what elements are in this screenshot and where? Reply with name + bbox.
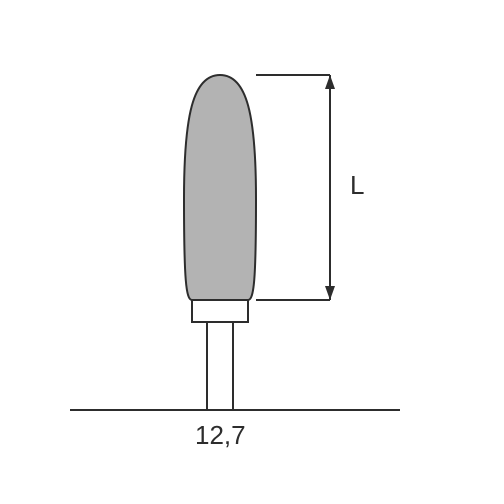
technical-drawing: L 12,7 bbox=[0, 0, 504, 504]
shank bbox=[207, 322, 233, 410]
dimension-label-length: L bbox=[350, 170, 364, 201]
dimension-label-shank-diameter: 12,7 bbox=[195, 420, 246, 451]
arrowhead-icon bbox=[325, 286, 335, 300]
collar bbox=[192, 300, 248, 322]
bit-head bbox=[184, 75, 256, 300]
arrowhead-icon bbox=[325, 75, 335, 89]
drawing-canvas bbox=[0, 0, 504, 504]
